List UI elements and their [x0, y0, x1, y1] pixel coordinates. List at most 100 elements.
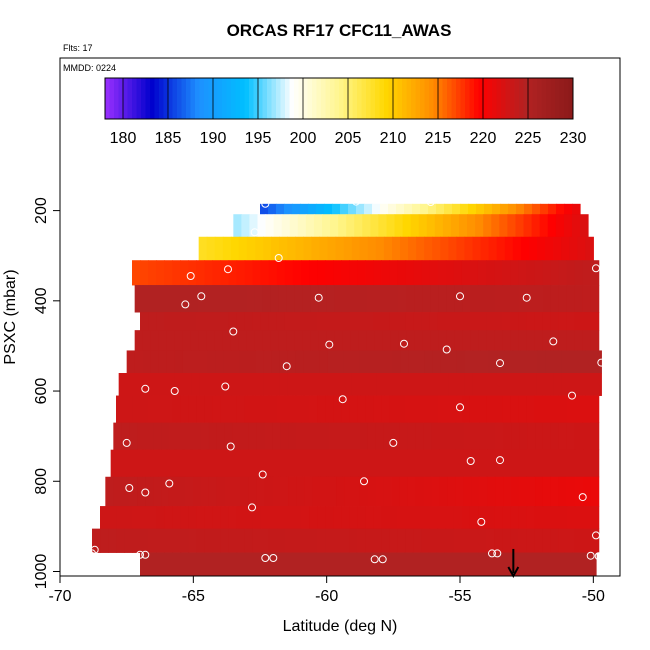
heat-cell	[467, 214, 476, 238]
heat-cell	[378, 214, 388, 238]
heat-cell	[342, 330, 352, 351]
colorbar-swatch	[528, 78, 533, 119]
colorbar-swatch	[334, 78, 340, 119]
heat-cell	[518, 506, 527, 530]
sample-point	[229, 327, 238, 336]
heat-cell	[244, 312, 254, 331]
heat-cell	[260, 506, 270, 530]
heat-cell	[574, 528, 584, 553]
heat-cell	[327, 236, 337, 261]
heat-cell	[254, 285, 264, 313]
heat-cell	[216, 476, 226, 507]
heat-cell	[542, 395, 551, 424]
heat-cell	[206, 236, 216, 261]
heat-cell	[518, 528, 527, 553]
heat-cell	[260, 260, 270, 286]
heat-cell	[519, 476, 528, 507]
colorbar-swatch	[402, 78, 407, 119]
heat-cell	[172, 528, 182, 553]
heat-cell	[140, 506, 149, 530]
heat-cell	[344, 476, 353, 507]
heat-cell	[341, 528, 350, 553]
heat-cell	[406, 285, 416, 313]
heat-cell	[341, 260, 350, 286]
heat-cell	[289, 214, 299, 238]
heat-cell	[318, 449, 328, 478]
heat-cell	[317, 312, 326, 331]
heat-cell	[512, 236, 522, 261]
heat-cell	[278, 330, 288, 351]
heat-cell	[590, 528, 600, 553]
sample-point	[493, 549, 502, 558]
colorbar-swatch	[438, 78, 443, 119]
colorbar-swatch	[505, 78, 511, 119]
heat-cell	[309, 506, 318, 530]
heat-cell	[510, 395, 519, 424]
heat-cell	[116, 506, 125, 530]
heat-cell	[438, 449, 448, 478]
heat-cell	[236, 552, 245, 577]
heat-cell	[341, 312, 350, 331]
heat-cell	[432, 350, 442, 374]
heat-cell	[214, 330, 224, 351]
heat-cell	[222, 285, 232, 313]
heat-cell	[252, 260, 262, 286]
heat-cell	[319, 236, 329, 261]
heat-cell	[100, 528, 109, 553]
heat-cell	[414, 330, 424, 351]
heat-cell	[158, 330, 168, 351]
heat-cell	[254, 449, 264, 478]
heat-cell	[420, 552, 429, 577]
colorbar-swatch	[271, 78, 277, 119]
heat-cell	[208, 422, 218, 451]
heat-cell	[404, 552, 413, 577]
sample-point	[170, 387, 179, 395]
heat-cell	[452, 552, 461, 577]
heat-cell	[561, 350, 570, 374]
colorbar-swatch	[532, 78, 538, 119]
heat-cell	[230, 330, 240, 351]
heat-cell	[375, 476, 385, 507]
heat-cell	[477, 260, 487, 286]
heat-cell	[349, 312, 358, 331]
heat-cell	[207, 350, 216, 374]
colorbar-swatch	[492, 78, 497, 119]
heat-cell	[550, 312, 560, 331]
heat-cell	[558, 285, 568, 313]
heat-cell	[294, 285, 304, 313]
heat-cell	[590, 330, 600, 351]
heat-cell	[296, 422, 305, 451]
heat-cell	[292, 552, 301, 577]
flights-note: Flts: 17	[63, 43, 93, 53]
heat-cell	[288, 476, 297, 507]
heat-cell	[164, 395, 173, 424]
heat-cell	[585, 373, 594, 396]
heat-cell	[413, 312, 423, 331]
heat-cell	[236, 260, 246, 286]
heat-cell	[421, 395, 431, 424]
heat-cell	[248, 476, 258, 507]
heat-cell	[247, 350, 256, 374]
heat-cell	[540, 203, 549, 215]
heat-cell	[334, 449, 344, 478]
heat-cell	[447, 476, 457, 507]
colorbar-swatch	[114, 78, 119, 119]
heat-cell	[566, 476, 576, 507]
heat-cell	[445, 395, 455, 424]
heat-cell	[502, 506, 511, 530]
heat-cell	[161, 476, 170, 507]
heat-cell	[367, 422, 377, 451]
heat-cell	[182, 285, 192, 313]
heat-cell	[199, 373, 208, 396]
heat-cell	[429, 312, 439, 331]
heat-cell	[532, 203, 541, 215]
heat-cell	[365, 395, 375, 424]
heat-cell	[188, 395, 198, 424]
heat-cell	[477, 312, 487, 331]
heat-cell	[478, 285, 488, 313]
heat-cell	[447, 422, 457, 451]
heat-cell	[262, 285, 272, 313]
heat-cell	[244, 528, 254, 553]
heat-cell	[222, 330, 232, 351]
heat-cell	[272, 422, 282, 451]
